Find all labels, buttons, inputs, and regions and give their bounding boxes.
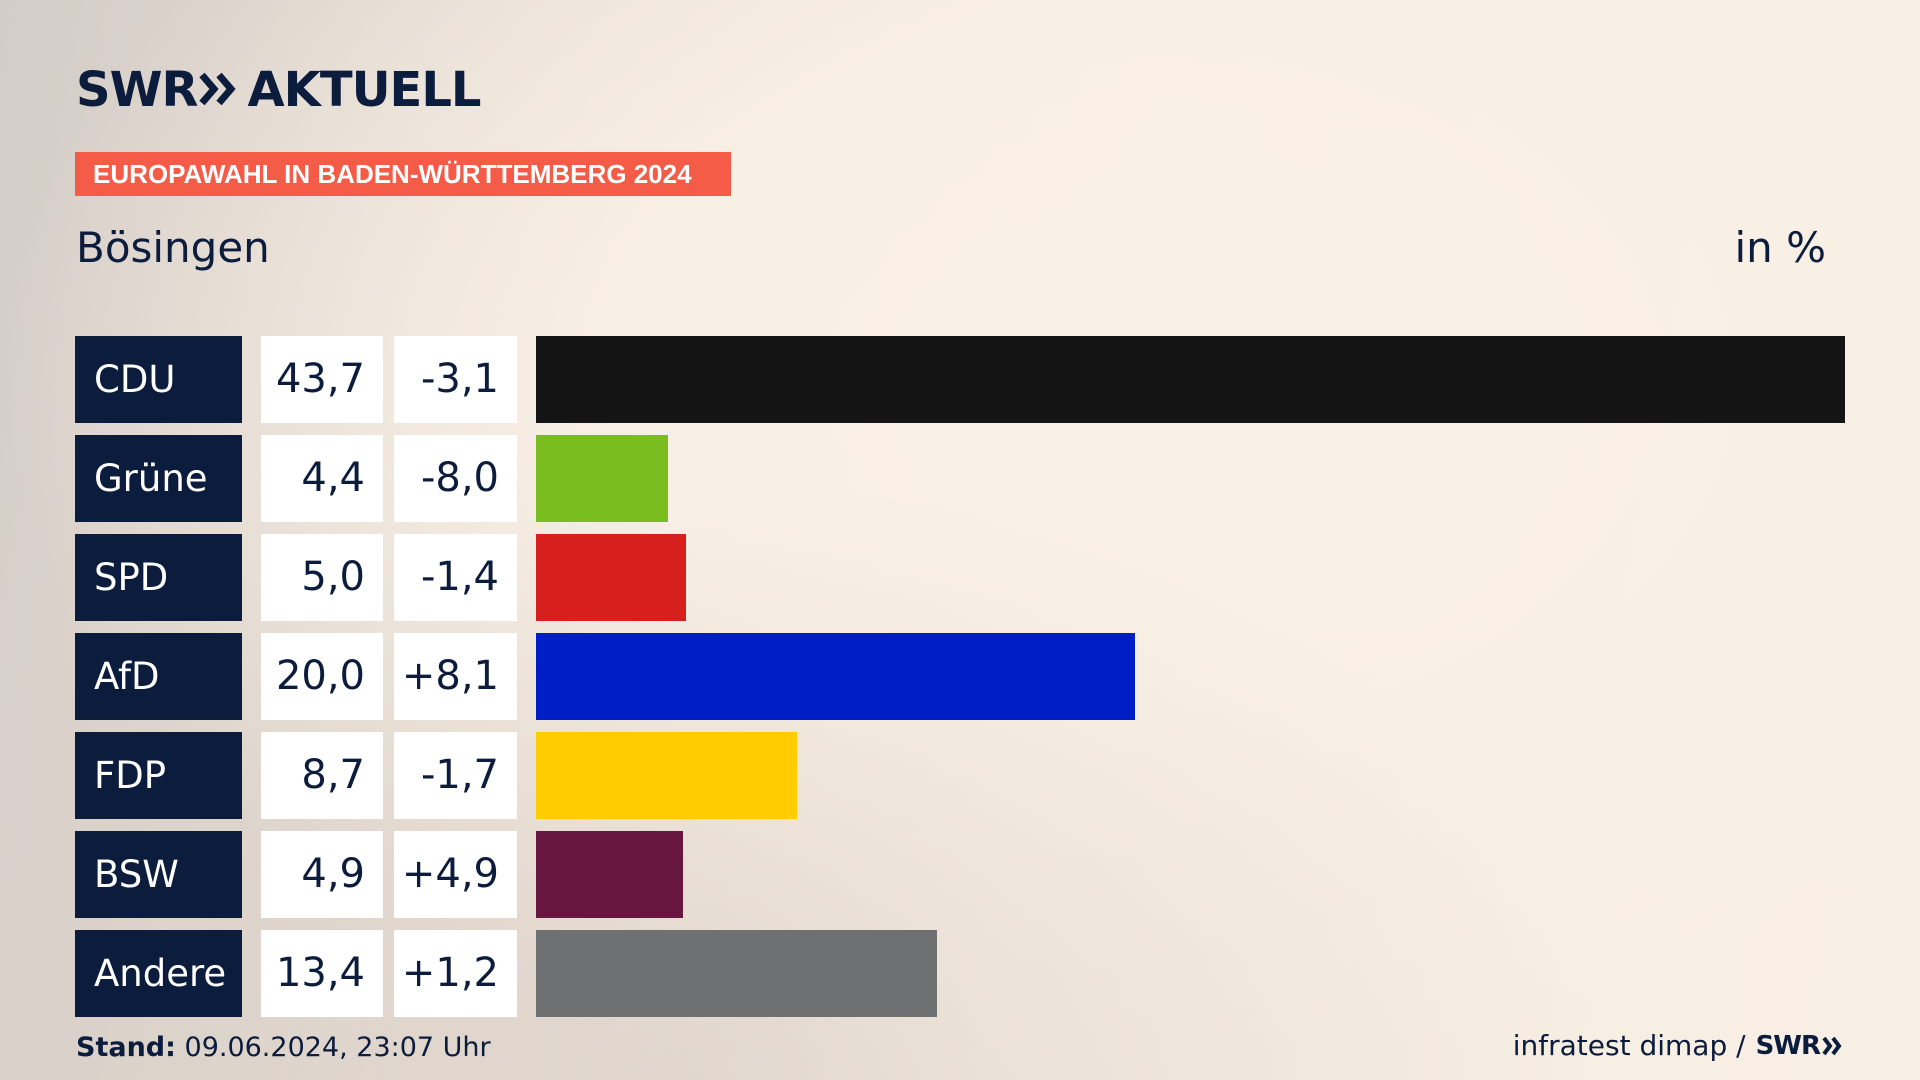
source-credit: infratest dimap / SWR [1513, 1030, 1844, 1062]
double-chevron-icon [199, 62, 237, 118]
unit-label: in % [1734, 223, 1826, 272]
swr-small-text: SWR [1755, 1031, 1821, 1061]
result-bar [536, 633, 1135, 720]
result-row: FDP 8,7 -1,7 [0, 732, 1920, 819]
result-bar [536, 534, 686, 621]
timestamp: Stand: 09.06.2024, 23:07 Uhr [76, 1032, 491, 1064]
vote-share-value: 20,0 [261, 633, 383, 720]
vote-share-value: 5,0 [261, 534, 383, 621]
change-value: +8,1 [394, 633, 517, 720]
logo-swr-text: SWR [76, 62, 198, 118]
change-value: -1,4 [394, 534, 517, 621]
result-row: SPD 5,0 -1,4 [0, 534, 1920, 621]
change-value: +1,2 [394, 930, 517, 1017]
party-label: Grüne [75, 435, 242, 522]
result-row: Grüne 4,4 -8,0 [0, 435, 1920, 522]
result-bar [536, 336, 1845, 423]
change-value: -8,0 [394, 435, 517, 522]
change-value: +4,9 [394, 831, 517, 918]
party-label: Andere [75, 930, 242, 1017]
change-value: -3,1 [394, 336, 517, 423]
result-bar [536, 831, 683, 918]
party-label: FDP [75, 732, 242, 819]
double-chevron-small-icon [1822, 1036, 1842, 1056]
vote-share-value: 8,7 [261, 732, 383, 819]
party-label: BSW [75, 831, 242, 918]
result-row: BSW 4,9 +4,9 [0, 831, 1920, 918]
vote-share-value: 4,9 [261, 831, 383, 918]
swr-small-logo: SWR [1756, 1030, 1844, 1062]
election-banner: EUROPAWAHL IN BADEN-WÜRTTEMBERG 2024 [75, 152, 731, 196]
result-bar [536, 732, 797, 819]
party-label: AfD [75, 633, 242, 720]
change-value: -1,7 [394, 732, 517, 819]
result-bar [536, 930, 937, 1017]
result-row: Andere 13,4 +1,2 [0, 930, 1920, 1017]
swr-aktuell-logo: SWR AKTUELL [76, 62, 482, 118]
stand-value: 09.06.2024, 23:07 Uhr [184, 1032, 491, 1063]
vote-share-value: 4,4 [261, 435, 383, 522]
vote-share-value: 13,4 [261, 930, 383, 1017]
result-row: AfD 20,0 +8,1 [0, 633, 1920, 720]
stand-label: Stand: [76, 1032, 176, 1063]
source-text: infratest dimap / [1512, 1029, 1746, 1062]
logo-aktuell-text: AKTUELL [247, 62, 481, 118]
result-bar [536, 435, 668, 522]
party-label: CDU [75, 336, 242, 423]
vote-share-value: 43,7 [261, 336, 383, 423]
place-title: Bösingen [76, 223, 270, 272]
party-label: SPD [75, 534, 242, 621]
result-row: CDU 43,7 -3,1 [0, 336, 1920, 423]
